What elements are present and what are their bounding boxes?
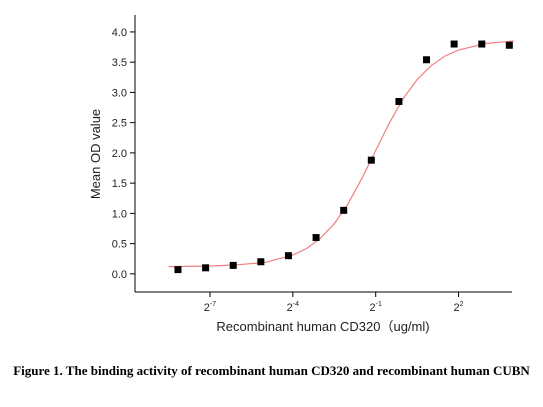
y-tick-label: 2.0 <box>112 148 127 160</box>
y-tick-label: 3.5 <box>112 57 127 69</box>
y-tick-label: 4.0 <box>112 27 127 39</box>
y-tick-label: 2.5 <box>112 118 127 130</box>
x-tick-label: 22 <box>454 301 464 314</box>
y-tick-label: 0.0 <box>112 269 127 281</box>
data-point <box>423 56 431 64</box>
data-point <box>340 206 348 214</box>
data-point <box>505 41 513 49</box>
fit-curve <box>168 40 514 268</box>
y-tick-label: 0.5 <box>112 239 127 251</box>
y-tick-label: 1.5 <box>112 178 127 190</box>
x-tick-label: 2-1 <box>370 301 382 314</box>
y-tick-label: 3.0 <box>112 87 127 99</box>
y-tick-label: 1.0 <box>112 208 127 220</box>
data-point <box>229 261 237 269</box>
data-point <box>174 266 182 274</box>
figure-caption: Figure 1. The binding activity of recomb… <box>13 363 530 378</box>
data-point <box>202 264 210 272</box>
y-axis-label: Mean OD value <box>88 109 103 199</box>
data-point <box>257 258 265 266</box>
data-point <box>367 156 375 164</box>
data-point <box>312 234 320 242</box>
data-point <box>450 40 458 48</box>
data-point <box>395 97 403 105</box>
x-tick-label: 2-7 <box>204 301 216 314</box>
data-point <box>478 40 486 48</box>
chart: Mean OD value Recombinant human CD320（ug… <box>88 15 514 334</box>
x-axis-label: Recombinant human CD320（ug/ml) <box>216 319 429 334</box>
data-point <box>284 252 292 260</box>
x-tick-label: 2-4 <box>287 301 299 314</box>
